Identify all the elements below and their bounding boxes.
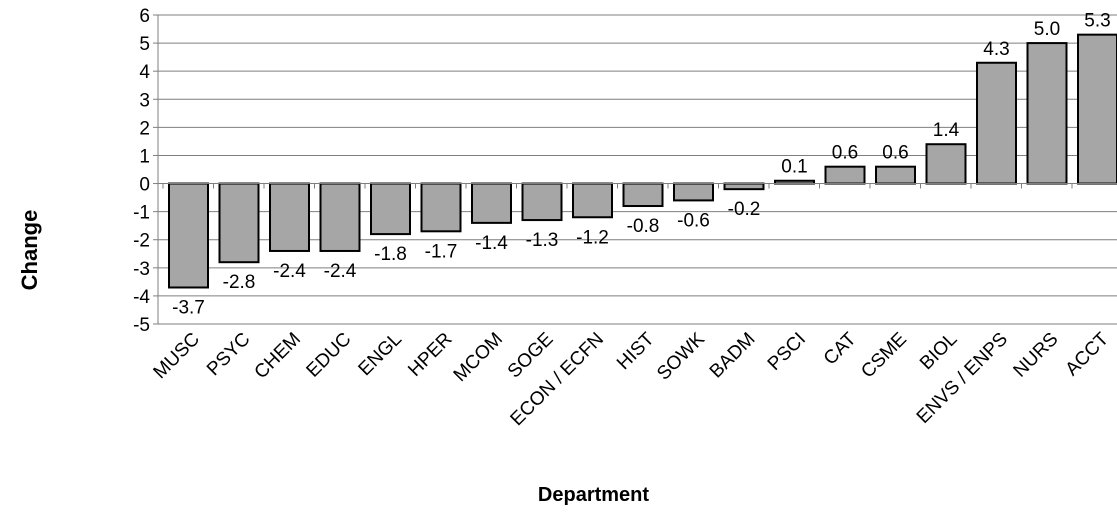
y-tick-label: -3 bbox=[133, 259, 150, 280]
data-label: 5.3 bbox=[1084, 11, 1110, 32]
bar bbox=[925, 143, 967, 185]
x-tick-label: ACCT bbox=[1062, 328, 1114, 380]
bar bbox=[319, 182, 361, 252]
bar bbox=[673, 182, 714, 202]
y-tick-label: 4 bbox=[139, 62, 150, 83]
data-label: -1.8 bbox=[374, 244, 407, 265]
data-label: -1.4 bbox=[475, 233, 508, 254]
bar bbox=[370, 182, 411, 236]
x-axis-title: Department bbox=[537, 484, 650, 506]
data-label: -3.7 bbox=[172, 297, 205, 318]
data-label: -1.3 bbox=[526, 230, 559, 251]
bar bbox=[168, 182, 209, 289]
data-label: 0.6 bbox=[832, 143, 858, 164]
y-tick-label: -2 bbox=[133, 231, 150, 252]
bar bbox=[269, 182, 310, 252]
data-label: -0.6 bbox=[677, 210, 710, 231]
y-tick-label: 6 bbox=[139, 6, 150, 27]
x-tick-label: ENVS / ENPS bbox=[913, 329, 1012, 428]
y-tick-label: 1 bbox=[139, 146, 150, 167]
bar bbox=[218, 182, 260, 264]
data-label: 0.6 bbox=[882, 143, 908, 164]
x-tick-label: ENGL bbox=[355, 329, 406, 380]
y-tick-label: -1 bbox=[133, 203, 150, 224]
x-tick-label: SOWK bbox=[653, 328, 709, 384]
x-tick-label: PSYC bbox=[203, 329, 254, 380]
x-tick-label: BIOL bbox=[916, 329, 961, 374]
x-tick-label: EDUC bbox=[303, 329, 356, 382]
x-tick-label: CHEM bbox=[251, 329, 305, 383]
x-tick-label: PSCI bbox=[764, 329, 810, 375]
x-tick-label: CAT bbox=[820, 328, 861, 369]
x-tick-label: CSME bbox=[857, 329, 911, 383]
data-label: -2.4 bbox=[324, 261, 357, 282]
data-label: -2.8 bbox=[223, 272, 256, 293]
bar bbox=[824, 165, 866, 185]
data-label: -1.7 bbox=[425, 241, 458, 262]
x-tick-label: NURS bbox=[1010, 329, 1063, 382]
data-label: -2.4 bbox=[273, 261, 306, 282]
x-tick-label: MCOM bbox=[450, 329, 507, 386]
data-label: -1.2 bbox=[576, 227, 609, 248]
bar bbox=[622, 182, 664, 208]
bar bbox=[420, 182, 462, 233]
data-label: -0.2 bbox=[728, 199, 761, 220]
x-tick-label: BADM bbox=[706, 329, 760, 383]
bar bbox=[572, 182, 613, 219]
data-label: -0.8 bbox=[627, 216, 660, 237]
data-label: 5.0 bbox=[1034, 19, 1060, 40]
y-tick-label: 2 bbox=[139, 118, 150, 139]
bar bbox=[976, 61, 1017, 185]
y-tick-label: -5 bbox=[133, 315, 150, 336]
x-tick-label: HIST bbox=[613, 328, 659, 374]
x-tick-label: MUSC bbox=[150, 329, 204, 383]
bar bbox=[1026, 42, 1068, 185]
y-tick-label: 5 bbox=[139, 34, 150, 55]
y-tick-label: -4 bbox=[133, 287, 150, 308]
x-tick-label: ECON / ECFN bbox=[507, 329, 608, 430]
y-tick-label: 0 bbox=[139, 175, 150, 196]
bar bbox=[875, 165, 916, 185]
bar bbox=[723, 182, 765, 191]
data-label: 4.3 bbox=[983, 39, 1009, 60]
x-tick-label: HPER bbox=[404, 329, 456, 381]
y-axis-title-text: Change bbox=[17, 209, 42, 291]
bar bbox=[521, 182, 563, 222]
bar bbox=[471, 182, 512, 224]
bar bbox=[1077, 33, 1117, 185]
data-label: 0.1 bbox=[781, 157, 807, 178]
data-label: 1.4 bbox=[933, 120, 960, 141]
y-tick-label: 3 bbox=[139, 90, 150, 111]
